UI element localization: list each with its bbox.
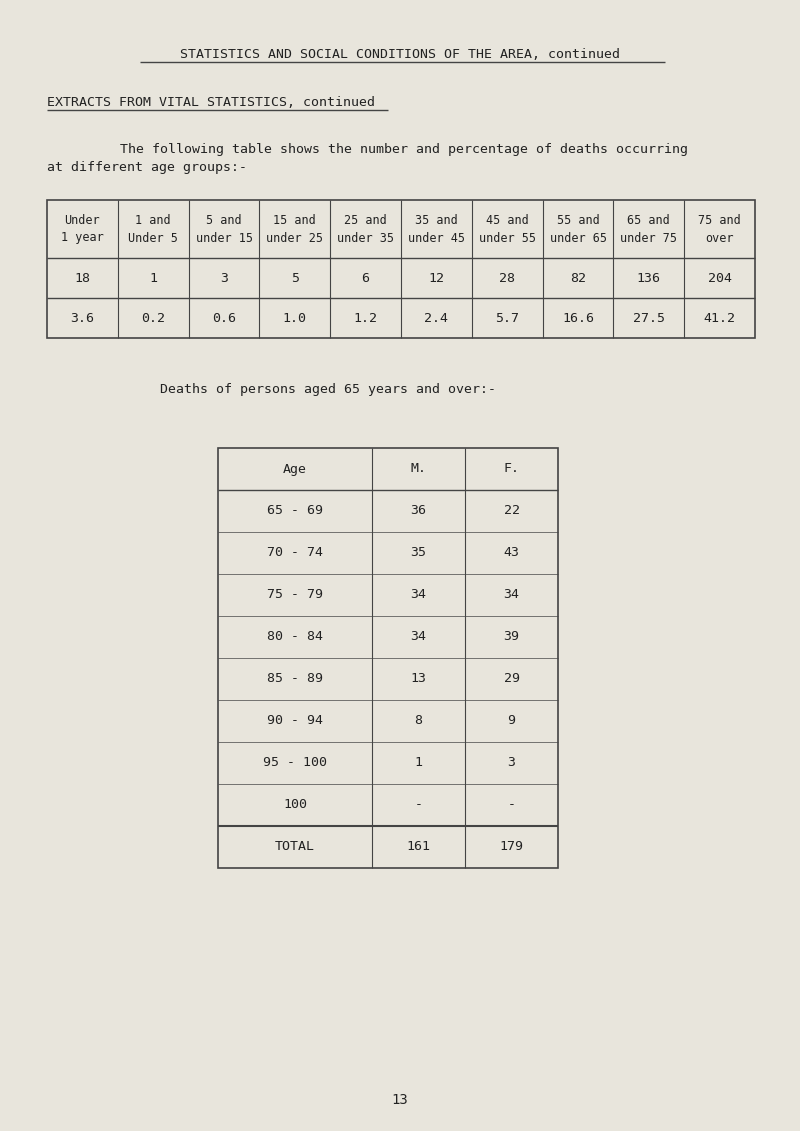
Text: 5 and: 5 and xyxy=(206,214,242,226)
Text: under 35: under 35 xyxy=(337,232,394,244)
Text: 1.2: 1.2 xyxy=(354,311,378,325)
Text: TOTAL: TOTAL xyxy=(275,840,315,854)
Text: 161: 161 xyxy=(406,840,430,854)
Text: 136: 136 xyxy=(637,271,661,285)
Text: 39: 39 xyxy=(503,630,519,644)
Text: 29: 29 xyxy=(503,673,519,685)
Text: 1: 1 xyxy=(414,757,422,769)
Text: 13: 13 xyxy=(410,673,426,685)
Text: 2.4: 2.4 xyxy=(424,311,448,325)
Bar xyxy=(218,448,558,867)
Text: 204: 204 xyxy=(708,271,732,285)
Text: 55 and: 55 and xyxy=(557,214,599,226)
Text: F.: F. xyxy=(503,463,519,475)
Text: 0.2: 0.2 xyxy=(141,311,165,325)
Text: under 15: under 15 xyxy=(195,232,253,244)
Text: 35 and: 35 and xyxy=(415,214,458,226)
Text: Under 5: Under 5 xyxy=(128,232,178,244)
Text: 85 - 89: 85 - 89 xyxy=(267,673,323,685)
Text: 100: 100 xyxy=(283,798,307,812)
Text: 43: 43 xyxy=(503,546,519,560)
Text: at different age groups:-: at different age groups:- xyxy=(47,162,247,174)
Text: 8: 8 xyxy=(414,715,422,727)
Text: under 45: under 45 xyxy=(408,232,465,244)
Text: The following table shows the number and percentage of deaths occurring: The following table shows the number and… xyxy=(120,144,688,156)
Text: 16.6: 16.6 xyxy=(562,311,594,325)
Text: 1.0: 1.0 xyxy=(282,311,306,325)
Text: 90 - 94: 90 - 94 xyxy=(267,715,323,727)
Text: 1 year: 1 year xyxy=(61,232,104,244)
Text: 18: 18 xyxy=(74,271,90,285)
Text: 27.5: 27.5 xyxy=(633,311,665,325)
Text: 3: 3 xyxy=(507,757,515,769)
Text: Under: Under xyxy=(65,214,100,226)
Text: 45 and: 45 and xyxy=(486,214,529,226)
Text: under 55: under 55 xyxy=(478,232,536,244)
Text: under 25: under 25 xyxy=(266,232,323,244)
Text: 36: 36 xyxy=(410,504,426,518)
Text: 41.2: 41.2 xyxy=(704,311,736,325)
Text: 6: 6 xyxy=(362,271,370,285)
Text: 9: 9 xyxy=(507,715,515,727)
Text: EXTRACTS FROM VITAL STATISTICS, continued: EXTRACTS FROM VITAL STATISTICS, continue… xyxy=(47,96,375,110)
Text: 35: 35 xyxy=(410,546,426,560)
Text: 82: 82 xyxy=(570,271,586,285)
Text: 1 and: 1 and xyxy=(135,214,171,226)
Text: 34: 34 xyxy=(410,630,426,644)
Text: 65 and: 65 and xyxy=(627,214,670,226)
Text: 28: 28 xyxy=(499,271,515,285)
Text: 5: 5 xyxy=(290,271,298,285)
Text: 80 - 84: 80 - 84 xyxy=(267,630,323,644)
Text: 15 and: 15 and xyxy=(274,214,316,226)
Text: under 75: under 75 xyxy=(620,232,678,244)
Text: 75 - 79: 75 - 79 xyxy=(267,588,323,602)
Text: 5.7: 5.7 xyxy=(495,311,519,325)
Text: 22: 22 xyxy=(503,504,519,518)
Text: 75 and: 75 and xyxy=(698,214,741,226)
Text: Age: Age xyxy=(283,463,307,475)
Text: 95 - 100: 95 - 100 xyxy=(263,757,327,769)
Text: under 65: under 65 xyxy=(550,232,606,244)
Text: M.: M. xyxy=(410,463,426,475)
Text: 25 and: 25 and xyxy=(344,214,387,226)
Text: 70 - 74: 70 - 74 xyxy=(267,546,323,560)
Text: 1: 1 xyxy=(149,271,157,285)
Text: 34: 34 xyxy=(410,588,426,602)
Text: over: over xyxy=(706,232,734,244)
Text: 34: 34 xyxy=(503,588,519,602)
Text: STATISTICS AND SOCIAL CONDITIONS OF THE AREA, continued: STATISTICS AND SOCIAL CONDITIONS OF THE … xyxy=(180,49,620,61)
Text: 12: 12 xyxy=(429,271,445,285)
Text: Deaths of persons aged 65 years and over:-: Deaths of persons aged 65 years and over… xyxy=(160,383,496,397)
Text: -: - xyxy=(414,798,422,812)
Text: 65 - 69: 65 - 69 xyxy=(267,504,323,518)
Bar xyxy=(47,200,755,338)
Text: 3: 3 xyxy=(220,271,228,285)
Text: 13: 13 xyxy=(392,1093,408,1107)
Text: 0.6: 0.6 xyxy=(212,311,236,325)
Text: -: - xyxy=(507,798,515,812)
Text: 179: 179 xyxy=(499,840,523,854)
Text: 3.6: 3.6 xyxy=(70,311,94,325)
